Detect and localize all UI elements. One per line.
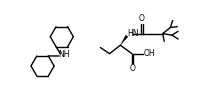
Polygon shape xyxy=(120,35,127,45)
Text: O: O xyxy=(138,14,144,23)
Text: O: O xyxy=(129,64,135,73)
Text: NH: NH xyxy=(58,50,69,59)
Text: HN: HN xyxy=(127,29,138,38)
Text: OH: OH xyxy=(143,49,154,58)
